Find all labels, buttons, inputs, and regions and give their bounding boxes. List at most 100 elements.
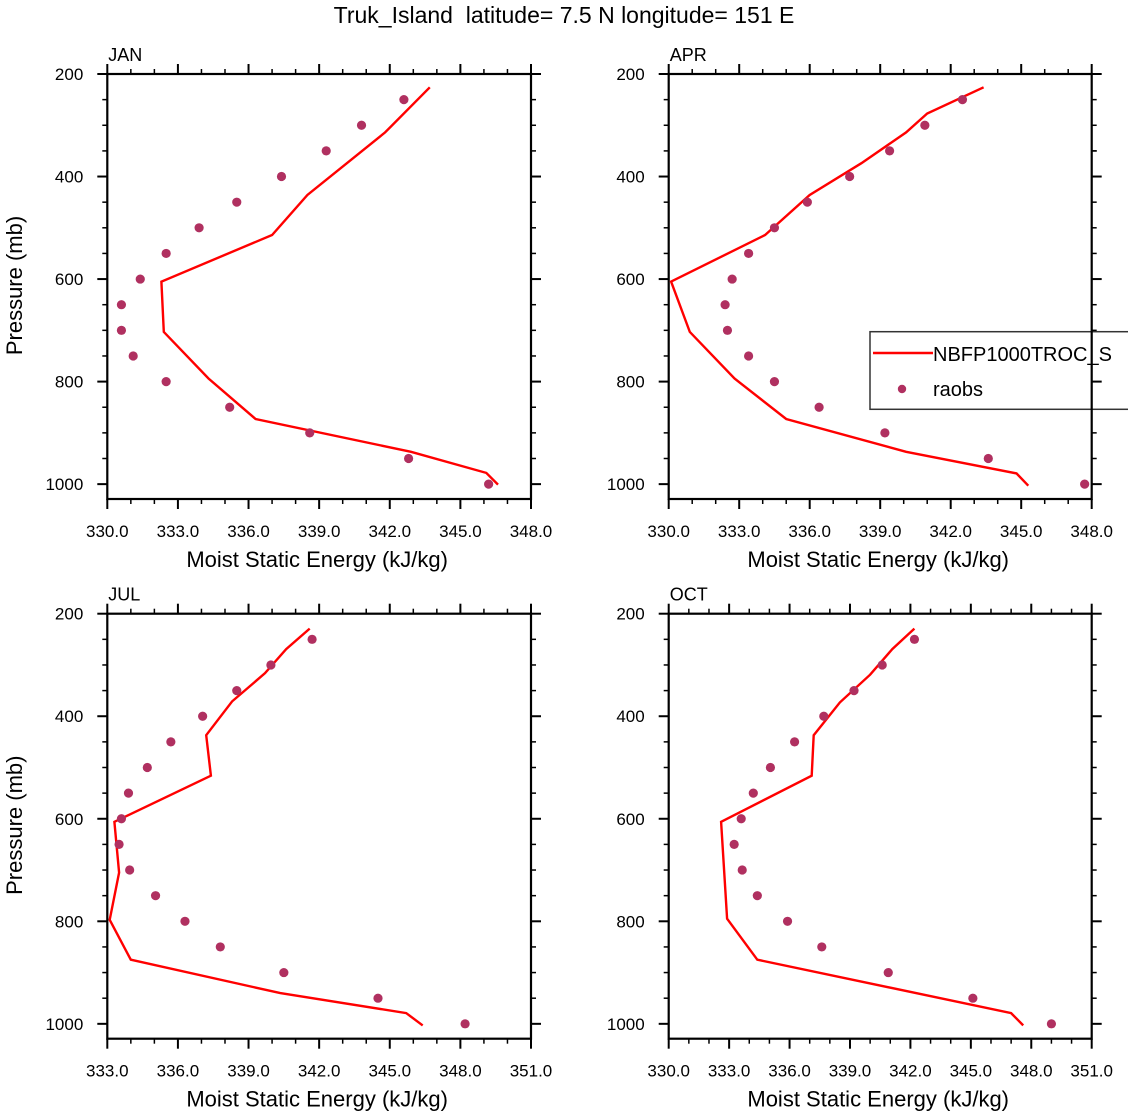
y-tick-label: 600: [616, 270, 644, 289]
raobs-marker: [752, 891, 762, 901]
plot-frame: [667, 612, 1093, 1040]
raobs-marker: [194, 223, 204, 233]
raobs-marker: [215, 942, 225, 952]
series-line-NBFP1000TROC_S: [108, 627, 424, 1027]
raobs-marker: [399, 95, 409, 105]
x-tick-label: 342.0: [298, 1062, 341, 1081]
x-tick-label: 336.0: [788, 522, 831, 541]
raobs-marker: [128, 351, 138, 361]
y-tick-label: 400: [616, 707, 644, 726]
plot-frame: [106, 72, 533, 501]
raobs-marker: [373, 993, 383, 1003]
legend-box: [869, 330, 1128, 411]
y-axis-title: Pressure (mb): [2, 756, 27, 895]
raobs-marker: [125, 865, 135, 875]
y-tick-label: 1000: [45, 475, 83, 494]
x-tick-label: 336.0: [157, 1062, 200, 1081]
raobs-marker: [307, 634, 317, 644]
x-tick-label: 339.0: [298, 522, 341, 541]
raobs-marker: [276, 171, 287, 182]
raobs-marker: [266, 660, 276, 670]
y-tick-label: 200: [616, 65, 644, 84]
raobs-marker: [744, 248, 754, 259]
y-tick-label: 400: [55, 168, 83, 187]
x-tick-label: 339.0: [829, 1062, 872, 1081]
raobs-marker: [769, 376, 780, 387]
legend-label-model: NBFP1000TROC_S: [933, 344, 1112, 366]
x-tick-label: 336.0: [768, 1062, 811, 1081]
x-axis-title: Moist Static Energy (kJ/kg): [747, 547, 1009, 572]
y-tick-label: 400: [55, 707, 83, 726]
x-tick-label: 342.0: [368, 522, 411, 541]
raobs-marker: [305, 428, 315, 438]
x-tick-label: 345.0: [950, 1062, 993, 1081]
raobs-marker: [356, 120, 367, 130]
panel-title: APR: [670, 45, 707, 65]
raobs-marker: [748, 788, 758, 798]
y-tick-label: 1000: [607, 475, 645, 494]
raobs-marker: [232, 197, 242, 207]
y-tick-label: 800: [55, 912, 83, 931]
raobs-marker: [720, 300, 730, 310]
x-tick-label: 348.0: [510, 522, 553, 541]
x-tick-label: 342.0: [929, 522, 972, 541]
plot-frame: [106, 612, 533, 1040]
y-tick-label: 600: [616, 810, 644, 829]
series-line-NBFP1000TROC_S: [669, 86, 1030, 487]
raobs-marker: [150, 891, 161, 901]
raobs-marker: [727, 274, 737, 284]
raobs-marker: [845, 171, 855, 182]
raobs-marker: [484, 479, 494, 489]
raobs-marker: [880, 428, 890, 438]
panel-title: JUL: [108, 585, 140, 605]
x-tick-label: 339.0: [859, 522, 902, 541]
y-tick-label: 1000: [45, 1015, 83, 1034]
raobs-marker: [321, 146, 331, 156]
raobs-marker: [225, 402, 235, 412]
series-line-NBFP1000TROC_S: [719, 627, 1025, 1027]
x-tick-label: 333.0: [86, 1062, 129, 1081]
raobs-marker: [180, 916, 190, 926]
raobs-marker: [135, 274, 145, 284]
x-tick-label: 348.0: [439, 1062, 482, 1081]
y-tick-label: 200: [55, 605, 83, 624]
raobs-marker: [819, 711, 829, 721]
y-tick-label: 600: [55, 270, 83, 289]
raobs-marker: [722, 325, 733, 335]
series-line-NBFP1000TROC_S: [160, 86, 499, 486]
panel-title: JAN: [108, 45, 142, 65]
raobs-marker: [114, 839, 124, 849]
raobs-marker: [161, 248, 171, 259]
x-tick-label: 351.0: [1070, 1062, 1113, 1081]
raobs-marker: [116, 300, 127, 310]
raobs-marker: [883, 967, 893, 978]
raobs-marker: [198, 711, 208, 721]
plot-frame: [667, 72, 1093, 501]
raobs-marker: [460, 1019, 470, 1029]
x-tick-label: 333.0: [708, 1062, 751, 1081]
raobs-marker: [885, 146, 895, 156]
raobs-marker: [814, 402, 824, 412]
x-tick-label: 330.0: [647, 522, 690, 541]
raobs-marker: [920, 120, 930, 130]
y-tick-label: 800: [616, 373, 644, 392]
panel-title: OCT: [670, 585, 708, 605]
raobs-marker: [983, 453, 993, 464]
raobs-marker: [744, 351, 754, 361]
raobs-marker: [736, 814, 746, 824]
y-tick-label: 200: [616, 605, 644, 624]
x-axis-title: Moist Static Energy (kJ/kg): [186, 1087, 448, 1112]
raobs-marker: [957, 95, 968, 105]
x-tick-label: 342.0: [889, 1062, 932, 1081]
raobs-marker: [166, 737, 176, 747]
raobs-marker: [729, 839, 739, 849]
raobs-marker: [403, 453, 414, 464]
raobs-marker: [1046, 1019, 1057, 1029]
panel-oct: 330.0 333.0 336.0 339.0 342.0 345.0 348.0 351.0…: [607, 585, 1113, 1112]
x-tick-label: 348.0: [1070, 522, 1113, 541]
legend-marker-swatch: [897, 384, 907, 394]
raobs-marker: [279, 967, 289, 978]
x-tick-label: 333.0: [718, 522, 761, 541]
